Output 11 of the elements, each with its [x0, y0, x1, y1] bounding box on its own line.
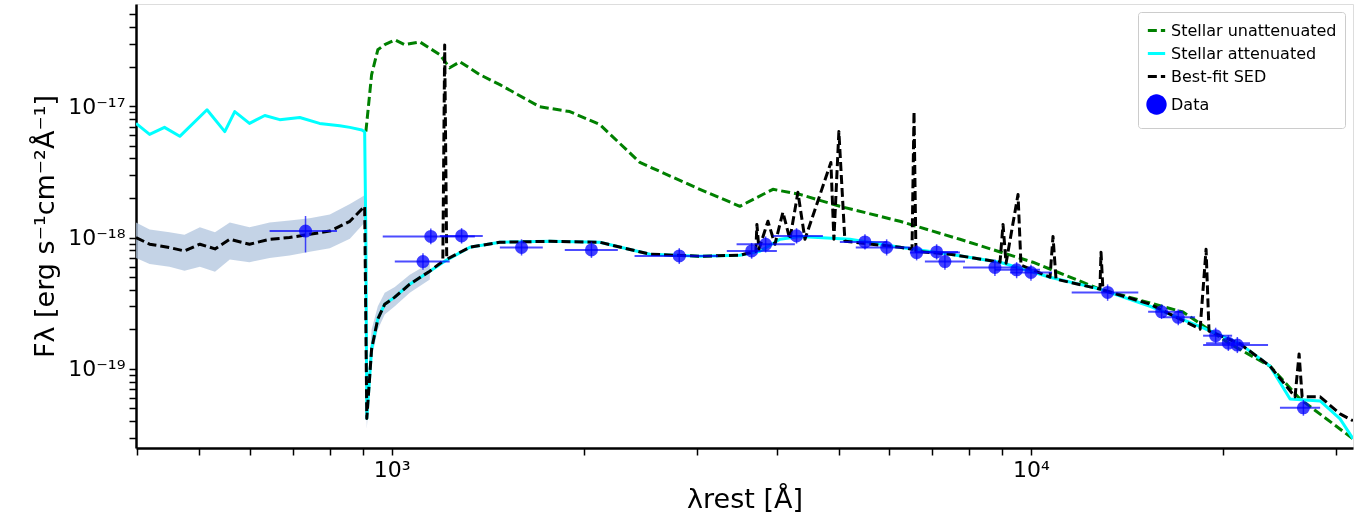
legend-label: Data	[1171, 94, 1210, 114]
legend-label: Stellar attenuated	[1171, 43, 1317, 63]
x-axis-title: λrest [Å]	[687, 482, 803, 514]
x-tick-label: 10³	[373, 456, 411, 482]
y-tick-label: 10⁻¹⁹	[68, 356, 126, 382]
y-axis-title: Fλ [erg s⁻¹cm⁻²Å⁻¹]	[29, 94, 61, 359]
legend-label: Stellar unattenuated	[1171, 20, 1337, 40]
y-tick-label: 10⁻¹⁸	[68, 225, 126, 251]
x-tick-label: 10⁴	[1013, 456, 1051, 482]
y-tick-label: 10⁻¹⁷	[68, 93, 126, 119]
legend-label: Best-fit SED	[1171, 66, 1267, 86]
